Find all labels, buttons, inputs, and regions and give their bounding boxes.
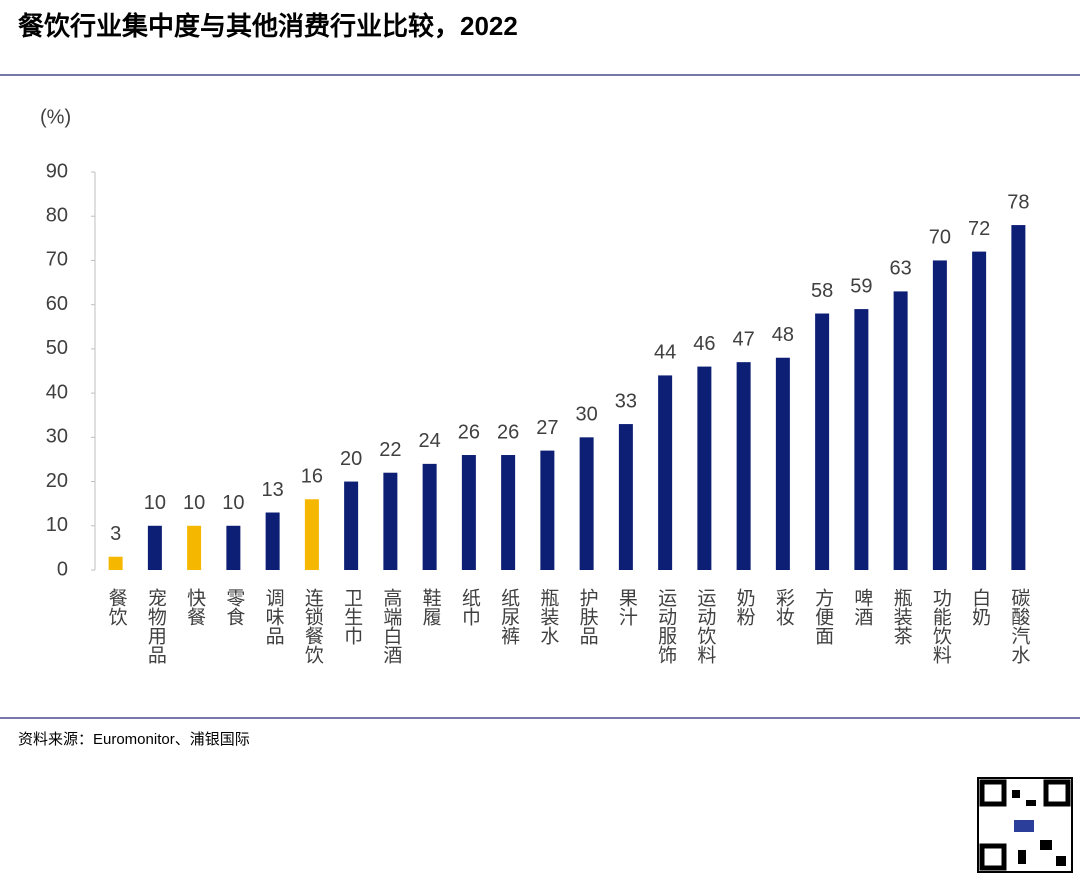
x-tick-label: 快餐: [184, 588, 206, 626]
y-tick-label: 20: [46, 470, 68, 492]
y-tick-label: 50: [46, 337, 68, 359]
value-label: 78: [1007, 191, 1029, 213]
bar: [854, 309, 869, 570]
x-tick-label: 瓶装水: [537, 588, 559, 645]
bar: [893, 291, 908, 570]
x-tick-label: 高端白酒: [380, 588, 402, 664]
value-label: 30: [576, 404, 598, 426]
bar: [383, 472, 398, 570]
qr-code: [977, 777, 1073, 873]
value-label: 48: [772, 324, 794, 346]
bar: [697, 366, 712, 570]
value-label: 13: [262, 479, 284, 501]
x-tick-label: 白奶: [969, 588, 991, 626]
x-tick-label: 护肤品: [577, 588, 599, 645]
value-label: 10: [183, 492, 205, 514]
bar: [658, 375, 673, 570]
x-tick-label: 奶粉: [734, 588, 756, 626]
bar: [265, 512, 280, 570]
value-label: 72: [968, 218, 990, 240]
x-tick-label: 碳酸汽水: [1008, 588, 1030, 664]
bar: [932, 260, 947, 570]
value-label: 44: [654, 342, 676, 364]
chart-title: 餐饮行业集中度与其他消费行业比较，2022: [18, 11, 518, 41]
y-tick-label: 60: [46, 293, 68, 315]
bar: [540, 450, 555, 570]
value-label: 26: [458, 421, 480, 443]
bar: [461, 455, 476, 570]
bar: [147, 525, 162, 570]
bar: [736, 362, 751, 570]
x-tick-label: 卫生巾: [341, 588, 363, 645]
bar: [187, 525, 202, 570]
bar: [1011, 225, 1026, 571]
x-tick-label: 纸巾: [459, 588, 481, 626]
value-label: 10: [222, 492, 244, 514]
value-label: 26: [497, 421, 519, 443]
bar: [108, 556, 123, 570]
y-tick-label: 0: [57, 558, 68, 580]
x-tick-label: 宠物用品: [145, 588, 167, 664]
value-label: 24: [419, 430, 441, 452]
y-tick-label: 90: [46, 160, 68, 182]
bar: [815, 313, 830, 570]
x-tick-label: 方便面: [812, 588, 834, 645]
bar: [972, 251, 987, 570]
x-tick-label: 瓶装茶: [891, 588, 913, 645]
x-tick-label: 连锁餐饮: [302, 588, 324, 664]
y-tick-label: 70: [46, 249, 68, 271]
x-tick-label: 功能饮料: [930, 588, 952, 664]
value-label: 63: [890, 258, 912, 280]
x-tick-label: 鞋履: [420, 588, 442, 626]
value-label: 70: [929, 227, 951, 249]
y-tick-label: 40: [46, 381, 68, 403]
x-tick-label: 纸尿裤: [498, 588, 520, 645]
bar: [775, 357, 790, 570]
x-tick-label: 果汁: [616, 588, 638, 626]
bar: [422, 463, 437, 570]
value-label: 33: [615, 390, 637, 412]
value-label: 27: [536, 417, 558, 439]
value-label: 3: [110, 523, 121, 545]
y-tick-label: 80: [46, 205, 68, 227]
x-tick-label: 餐饮: [106, 588, 128, 626]
value-label: 47: [733, 328, 755, 350]
bar: [304, 499, 319, 570]
value-label: 20: [340, 448, 362, 470]
bar: [618, 424, 633, 570]
value-label: 59: [850, 275, 872, 297]
y-tick-label: 30: [46, 426, 68, 448]
source-note: 资料来源：Euromonitor、浦银国际: [18, 731, 250, 748]
bar: [344, 481, 359, 570]
x-tick-label: 零食: [223, 588, 245, 626]
value-label: 46: [693, 333, 715, 355]
value-label: 10: [144, 492, 166, 514]
x-tick-label: 运动服饰: [655, 588, 677, 664]
y-axis-label: (%): [40, 106, 71, 128]
value-label: 58: [811, 280, 833, 302]
value-label: 16: [301, 466, 323, 488]
x-tick-label: 运动饮料: [694, 588, 716, 664]
x-tick-label: 彩妆: [773, 588, 795, 626]
bar: [579, 437, 594, 570]
bar: [226, 525, 241, 570]
value-label: 22: [379, 439, 401, 461]
bar: [501, 455, 516, 570]
y-tick-label: 10: [46, 514, 68, 536]
x-tick-label: 啤酒: [851, 588, 873, 626]
x-tick-label: 调味品: [263, 588, 285, 645]
